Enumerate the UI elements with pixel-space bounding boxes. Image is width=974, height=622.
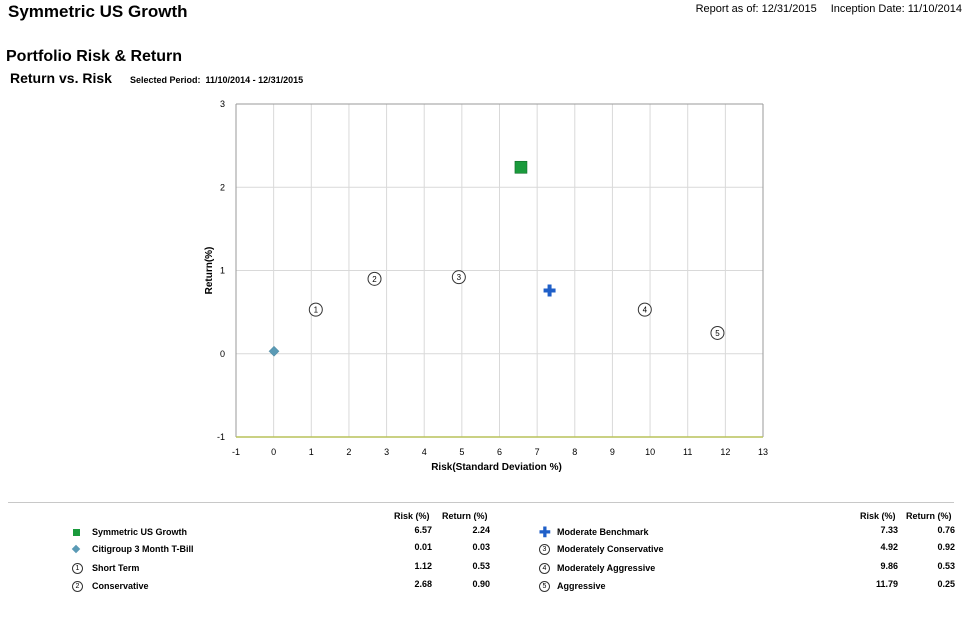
legend-return-value: 0.90 bbox=[472, 579, 490, 589]
legend-risk-value: 6.57 bbox=[414, 525, 432, 535]
legend-right-risk-header: Risk (%) bbox=[860, 511, 896, 521]
legend-left-risk-header: Risk (%) bbox=[394, 511, 430, 521]
risk-return-chart: -1 0 1 2 3 4 5 6 7 8 9 10 11 12 13-10123Risk(Standard … bbox=[204, 99, 768, 473]
x-axis-title: Risk(Standard Deviation %) bbox=[431, 462, 562, 473]
x-tick-label: 7 bbox=[535, 447, 540, 457]
circle-5-icon: 5 bbox=[539, 581, 550, 592]
legend-risk-value: 4.92 bbox=[880, 542, 898, 552]
x-tick-label: 8 bbox=[572, 447, 577, 457]
x-tick-label: 3 bbox=[384, 447, 389, 457]
legend-left-return-header: Return (%) bbox=[442, 511, 488, 521]
x-tick-label: 2 bbox=[346, 447, 351, 457]
section-title: Portfolio Risk & Return bbox=[6, 48, 183, 65]
legend-return-value: 0.03 bbox=[472, 542, 490, 552]
y-tick-label: -1 bbox=[217, 432, 225, 442]
fund-title: Symmetric US Growth bbox=[8, 2, 188, 21]
legend-risk-value: 1.12 bbox=[414, 561, 432, 571]
moderately-conservative-point: 3 bbox=[451, 270, 466, 285]
legend-label: Conservative bbox=[92, 581, 149, 591]
point-circle bbox=[367, 271, 382, 286]
report-date: Report as of: 12/31/2015 bbox=[695, 3, 817, 15]
legend-risk-value: 7.33 bbox=[880, 525, 898, 535]
legend-label: Symmetric US Growth bbox=[92, 527, 188, 537]
legend-label: Moderately Conservative bbox=[557, 544, 664, 554]
symmetric-us-growth-point bbox=[514, 160, 528, 174]
legend-label: Moderately Aggressive bbox=[557, 563, 656, 573]
x-tick-label: -1 bbox=[232, 447, 240, 457]
legend-return-value: 0.53 bbox=[472, 561, 490, 571]
x-tick-label: 0 bbox=[271, 447, 276, 457]
circle-3-icon: 3 bbox=[539, 544, 550, 555]
point-label: 4 bbox=[643, 306, 648, 315]
legend-return-value: 0.76 bbox=[937, 525, 955, 535]
y-tick-label: 3 bbox=[220, 99, 225, 109]
x-tick-label: 10 bbox=[645, 447, 655, 457]
circle-2-icon: 2 bbox=[72, 581, 83, 592]
circle-1-icon: 1 bbox=[72, 563, 83, 574]
y-tick-label: 0 bbox=[220, 349, 225, 359]
moderately-aggressive-point: 4 bbox=[637, 302, 652, 317]
legend: Risk (%) Return (%) Risk (%) Return (%) … bbox=[0, 505, 974, 622]
legend-label: Moderate Benchmark bbox=[557, 527, 649, 537]
x-tick-label: 5 bbox=[459, 447, 464, 457]
divider bbox=[8, 502, 954, 503]
legend-risk-value: 0.01 bbox=[414, 542, 432, 552]
short-term-point: 1 bbox=[308, 302, 323, 317]
point-circle bbox=[308, 302, 323, 317]
y-tick-label: 1 bbox=[220, 266, 225, 276]
citigroup-3-month-t-bill-point bbox=[268, 345, 280, 357]
chart-heading: Return vs. Risk bbox=[10, 70, 112, 86]
point-label: 2 bbox=[372, 275, 377, 284]
selected-period-value: 11/10/2014 - 12/31/2015 bbox=[205, 75, 304, 85]
legend-return-value: 0.53 bbox=[937, 561, 955, 571]
point-circle bbox=[710, 325, 725, 340]
selected-period-label: Selected Period: bbox=[130, 75, 201, 85]
point-label: 5 bbox=[715, 329, 720, 338]
legend-label: Short Term bbox=[92, 563, 140, 573]
point-label: 3 bbox=[457, 273, 462, 282]
legend-label: Citigroup 3 Month T-Bill bbox=[92, 544, 194, 554]
inception-date: Inception Date: 11/10/2014 bbox=[830, 3, 962, 15]
legend-right-return-header: Return (%) bbox=[906, 511, 952, 521]
green-square-icon bbox=[73, 529, 80, 536]
x-tick-label: 13 bbox=[758, 447, 768, 457]
y-axis-title: Return(%) bbox=[204, 247, 215, 295]
conservative-point: 2 bbox=[367, 271, 382, 286]
blue-plus-icon: ✚ bbox=[539, 524, 551, 540]
legend-label: Aggressive bbox=[557, 581, 606, 591]
moderate-benchmark-point bbox=[543, 284, 556, 297]
legend-risk-value: 2.68 bbox=[414, 579, 432, 589]
point-label: 1 bbox=[314, 306, 319, 315]
x-tick-label: 9 bbox=[610, 447, 615, 457]
x-tick-label: 6 bbox=[497, 447, 502, 457]
blue-diamond-icon bbox=[71, 544, 81, 554]
circle-4-icon: 4 bbox=[539, 563, 550, 574]
y-tick-label: 2 bbox=[220, 182, 225, 192]
x-tick-label: 11 bbox=[683, 447, 692, 457]
legend-return-value: 0.25 bbox=[937, 579, 955, 589]
aggressive-point: 5 bbox=[710, 325, 725, 340]
report-info: Report as of: 12/31/2015 Inception Date:… bbox=[696, 3, 962, 15]
point-circle bbox=[451, 270, 466, 285]
x-tick-label: 4 bbox=[422, 447, 427, 457]
point-circle bbox=[637, 302, 652, 317]
legend-return-value: 2.24 bbox=[472, 525, 490, 535]
legend-return-value: 0.92 bbox=[937, 542, 955, 552]
selected-period: Selected Period: 11/10/2014 - 12/31/2015 bbox=[130, 75, 303, 85]
x-tick-label: 1 bbox=[309, 447, 314, 457]
legend-risk-value: 9.86 bbox=[880, 561, 898, 571]
x-tick-label: 12 bbox=[720, 447, 730, 457]
legend-risk-value: 11.79 bbox=[875, 579, 898, 589]
